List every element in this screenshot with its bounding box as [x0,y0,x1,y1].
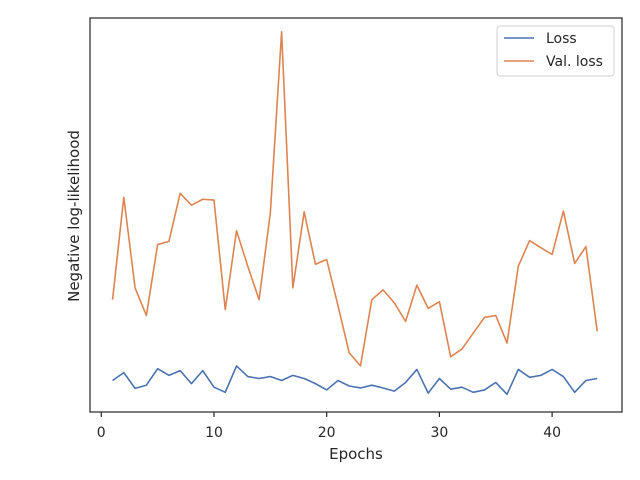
plot-area [90,18,622,412]
x-tick-label: 0 [97,425,106,441]
legend-label-loss: Loss [546,31,577,47]
x-axis-ticks: 0 10 20 30 40 [97,412,561,441]
legend-label-val-loss: Val. loss [546,54,603,70]
x-tick-label: 20 [318,425,336,441]
series-line-val-loss [111,30,598,367]
x-tick-label: 10 [205,425,223,441]
series-layer [111,30,598,396]
x-tick-label: 30 [430,425,448,441]
legend: Loss Val. loss [496,25,615,77]
x-axis-label: Epochs [329,445,383,463]
plot-frame [89,17,623,413]
x-tick-label: 40 [543,425,561,441]
series-line-loss [112,365,598,396]
y-axis-label: Negative log-likelihood [65,130,83,302]
